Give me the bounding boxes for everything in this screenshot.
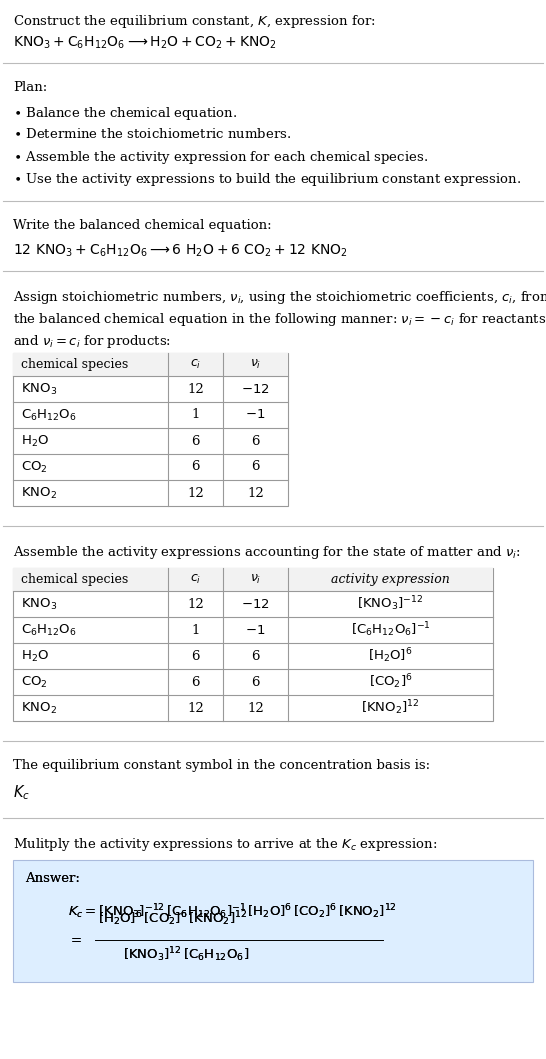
Text: $[\mathrm{KNO_3}]^{12}\,[\mathrm{C_6H_{12}O_6}]$: $[\mathrm{KNO_3}]^{12}\,[\mathrm{C_6H_{1… <box>123 945 249 964</box>
Text: Assemble the activity expressions accounting for the state of matter and $\nu_i$: Assemble the activity expressions accoun… <box>13 544 521 561</box>
Text: 1: 1 <box>191 624 200 636</box>
Text: $\mathrm{12\ KNO_3 + C_6H_{12}O_6 \longrightarrow 6\ H_2O + 6\ CO_2 + 12\ KNO_2}: $\mathrm{12\ KNO_3 + C_6H_{12}O_6 \longr… <box>13 243 348 259</box>
Text: Write the balanced chemical equation:: Write the balanced chemical equation: <box>13 219 271 232</box>
Text: $=$: $=$ <box>68 932 82 945</box>
Text: $\mathrm{CO_2}$: $\mathrm{CO_2}$ <box>21 460 48 474</box>
Text: $\mathrm{H_2O}$: $\mathrm{H_2O}$ <box>21 433 49 449</box>
Bar <box>13 353 288 506</box>
Text: $\mathrm{H_2O}$: $\mathrm{H_2O}$ <box>21 648 49 664</box>
Text: $\mathrm{KNO_3}$: $\mathrm{KNO_3}$ <box>21 381 57 396</box>
Text: $\mathrm{KNO_2}$: $\mathrm{KNO_2}$ <box>21 485 57 501</box>
Text: 6: 6 <box>191 434 200 448</box>
Text: 12: 12 <box>247 701 264 715</box>
Text: $\bullet$ Balance the chemical equation.: $\bullet$ Balance the chemical equation. <box>13 105 238 122</box>
Text: Answer:: Answer: <box>25 872 80 885</box>
Text: 12: 12 <box>187 701 204 715</box>
Text: $K_c = [\mathrm{KNO_3}]^{-12}\,[\mathrm{C_6H_{12}O_6}]^{-1}\,[\mathrm{H_2O}]^{6}: $K_c = [\mathrm{KNO_3}]^{-12}\,[\mathrm{… <box>68 902 397 920</box>
Text: Plan:: Plan: <box>13 80 48 94</box>
Text: $\mathrm{KNO_3 + C_6H_{12}O_6 \longrightarrow H_2O + CO_2 + KNO_2}$: $\mathrm{KNO_3 + C_6H_{12}O_6 \longright… <box>13 35 277 52</box>
Text: 12: 12 <box>247 486 264 500</box>
Text: $K_c$: $K_c$ <box>13 783 30 802</box>
Text: 1: 1 <box>191 409 200 421</box>
Text: $\mathrm{KNO_3}$: $\mathrm{KNO_3}$ <box>21 596 57 611</box>
Bar <box>13 568 493 721</box>
Text: $\nu_i$: $\nu_i$ <box>250 573 261 586</box>
Text: 6: 6 <box>251 676 260 688</box>
Text: chemical species: chemical species <box>21 573 128 586</box>
Text: $-12$: $-12$ <box>241 382 270 395</box>
Text: Mulitply the activity expressions to arrive at the $K_c$ expression:: Mulitply the activity expressions to arr… <box>13 836 437 852</box>
Text: $c_i$: $c_i$ <box>190 573 201 586</box>
Text: $\mathrm{KNO_2}$: $\mathrm{KNO_2}$ <box>21 700 57 716</box>
Text: chemical species: chemical species <box>21 358 128 371</box>
Text: $[\mathrm{KNO_2}]^{12}$: $[\mathrm{KNO_2}]^{12}$ <box>361 699 420 717</box>
Text: and $\nu_i = c_i$ for products:: and $\nu_i = c_i$ for products: <box>13 333 171 351</box>
Text: $[\mathrm{CO_2}]^{6}$: $[\mathrm{CO_2}]^{6}$ <box>369 672 412 692</box>
Text: $\mathrm{CO_2}$: $\mathrm{CO_2}$ <box>21 675 48 689</box>
Text: 6: 6 <box>191 676 200 688</box>
Text: $[\mathrm{H_2O}]^{6}$: $[\mathrm{H_2O}]^{6}$ <box>368 647 413 665</box>
Bar <box>13 568 493 591</box>
Text: the balanced chemical equation in the following manner: $\nu_i = -c_i$ for react: the balanced chemical equation in the fo… <box>13 311 546 328</box>
Text: 6: 6 <box>251 649 260 663</box>
Text: $[\mathrm{H_2O}]^{6}\,[\mathrm{CO_2}]^{6}\,[\mathrm{KNO_2}]^{12}$: $[\mathrm{H_2O}]^{6}\,[\mathrm{CO_2}]^{6… <box>98 910 247 928</box>
Text: 12: 12 <box>187 486 204 500</box>
Text: $K_c = [\mathrm{KNO_3}]^{-12}\,[\mathrm{C_6H_{12}O_6}]^{-1}\,[\mathrm{H_2O}]^{6}: $K_c = [\mathrm{KNO_3}]^{-12}\,[\mathrm{… <box>68 902 397 920</box>
Text: $\mathrm{C_6H_{12}O_6}$: $\mathrm{C_6H_{12}O_6}$ <box>21 408 76 423</box>
Text: $[\mathrm{KNO_3}]^{-12}$: $[\mathrm{KNO_3}]^{-12}$ <box>357 595 424 613</box>
Text: $=$: $=$ <box>68 932 82 945</box>
Text: Answer:: Answer: <box>25 872 80 885</box>
Text: $[\mathrm{C_6H_{12}O_6}]^{-1}$: $[\mathrm{C_6H_{12}O_6}]^{-1}$ <box>351 621 430 640</box>
Text: 12: 12 <box>187 382 204 395</box>
Text: 12: 12 <box>187 597 204 610</box>
Text: $[\mathrm{H_2O}]^{6}\,[\mathrm{CO_2}]^{6}\,[\mathrm{KNO_2}]^{12}$: $[\mathrm{H_2O}]^{6}\,[\mathrm{CO_2}]^{6… <box>98 910 247 928</box>
Text: $-1$: $-1$ <box>245 409 266 421</box>
Text: $[\mathrm{KNO_3}]^{12}\,[\mathrm{C_6H_{12}O_6}]$: $[\mathrm{KNO_3}]^{12}\,[\mathrm{C_6H_{1… <box>123 945 249 964</box>
Text: $\bullet$ Determine the stoichiometric numbers.: $\bullet$ Determine the stoichiometric n… <box>13 127 292 141</box>
Text: 6: 6 <box>251 461 260 473</box>
FancyBboxPatch shape <box>13 860 533 982</box>
Bar <box>13 353 288 376</box>
Text: 6: 6 <box>191 461 200 473</box>
Text: $\mathrm{C_6H_{12}O_6}$: $\mathrm{C_6H_{12}O_6}$ <box>21 623 76 638</box>
Text: $-12$: $-12$ <box>241 597 270 610</box>
Text: Assign stoichiometric numbers, $\nu_i$, using the stoichiometric coefficients, $: Assign stoichiometric numbers, $\nu_i$, … <box>13 289 546 306</box>
Text: Construct the equilibrium constant, $K$, expression for:: Construct the equilibrium constant, $K$,… <box>13 13 376 30</box>
Text: $\bullet$ Assemble the activity expression for each chemical species.: $\bullet$ Assemble the activity expressi… <box>13 149 428 166</box>
Text: $\nu_i$: $\nu_i$ <box>250 358 261 371</box>
Text: activity expression: activity expression <box>331 573 450 586</box>
Text: $\bullet$ Use the activity expressions to build the equilibrium constant express: $\bullet$ Use the activity expressions t… <box>13 170 521 189</box>
Text: 6: 6 <box>191 649 200 663</box>
Text: The equilibrium constant symbol in the concentration basis is:: The equilibrium constant symbol in the c… <box>13 759 430 772</box>
Text: $-1$: $-1$ <box>245 624 266 636</box>
Text: $c_i$: $c_i$ <box>190 358 201 371</box>
Text: 6: 6 <box>251 434 260 448</box>
